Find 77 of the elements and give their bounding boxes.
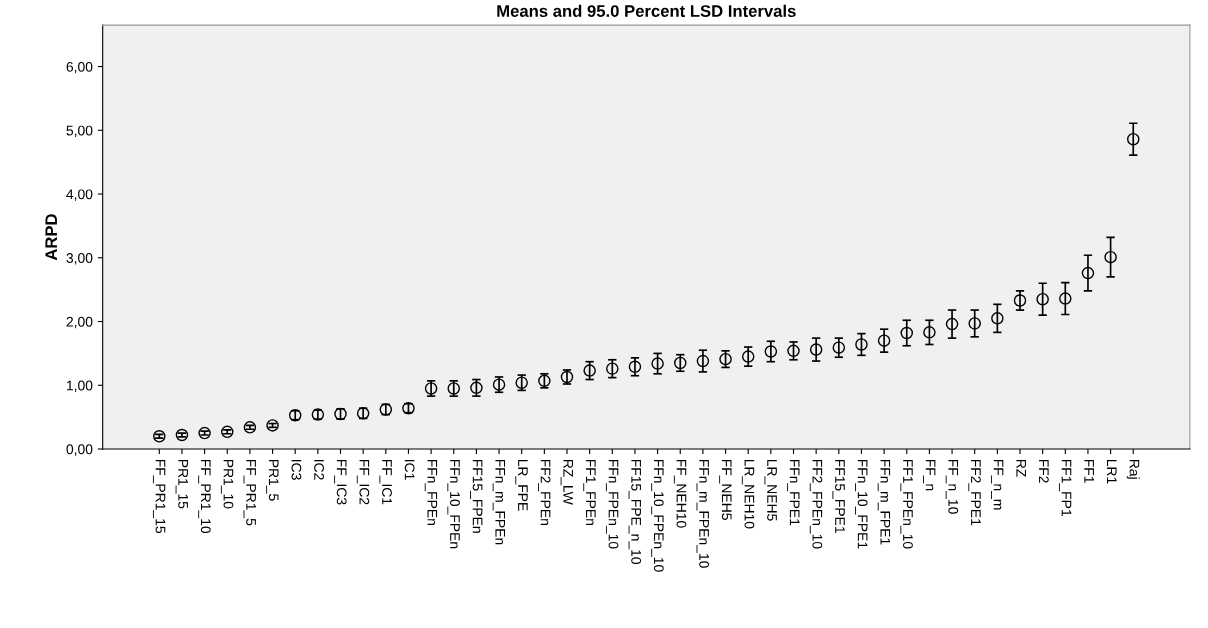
x-tick-label: FF15_FPEn <box>470 459 483 533</box>
x-tick-label: FF15_FPE_n_10 <box>628 459 642 564</box>
point <box>651 357 664 370</box>
x-tick-label: FFn_FPEn_10 <box>605 459 619 549</box>
x-tick-label: FFn_10_FPEn_10 <box>651 459 664 572</box>
x-tick-label: FFn_m_FPEn <box>492 459 506 545</box>
y-tick-label: 6,00 <box>66 61 93 74</box>
point <box>832 341 846 354</box>
x-tick-label: LR_FPE <box>515 459 528 511</box>
x-tick-label: FF2_FPEn_10 <box>809 459 823 549</box>
point <box>741 350 755 363</box>
x-tick-label: FF_PR1_15 <box>152 459 166 534</box>
point <box>1013 294 1027 307</box>
point <box>606 362 619 375</box>
x-tick-label: FF_n_m <box>991 459 1004 510</box>
chart-title: Means and 95.0 Percent LSD Intervals <box>497 4 796 17</box>
x-tick-label: IC3 <box>291 460 302 480</box>
x-tick-label: FFn_10_FPE1 <box>855 459 868 549</box>
x-tick-label: FF_IC3 <box>334 459 347 505</box>
x-tick-label: FF1_FP1 <box>1058 459 1072 516</box>
x-tick-label: RZ <box>1016 459 1026 477</box>
x-tick-label: FF1_FPEn <box>583 459 596 525</box>
point <box>198 426 211 440</box>
point <box>1036 292 1049 306</box>
y-tick-label: 3,00 <box>66 253 93 265</box>
x-tick-label: FF1 <box>1084 459 1094 483</box>
y-tick-label: 5,00 <box>66 125 93 138</box>
y-tick-label: 4,00 <box>66 189 93 201</box>
point <box>221 425 234 439</box>
x-tick-label: LR1 <box>1107 459 1117 484</box>
x-tick-label: RZ_LW <box>560 459 573 505</box>
x-tick-label: FFn_FPEn <box>424 459 438 525</box>
x-tick-label: FF2 <box>1039 459 1049 483</box>
point <box>1127 132 1140 146</box>
point <box>968 317 981 330</box>
x-tick-label: LR_NEH10 <box>741 459 755 529</box>
x-tick-label: FFn_FPE1 <box>787 459 800 526</box>
x-tick-label: FF_IC1 <box>379 459 392 505</box>
x-tick-label: PR1_15 <box>175 459 188 509</box>
x-tick-label: FF_NEH5 <box>719 459 732 520</box>
x-tick-label: FF_PR1_10 <box>198 459 211 534</box>
point <box>1059 292 1072 305</box>
y-tick-label: 2,00 <box>66 316 93 329</box>
x-tick-label: FF_n <box>923 459 936 491</box>
x-tick-label: FF15_FPE1 <box>832 459 845 533</box>
point <box>1081 266 1095 280</box>
x-tick-label: FFn_10_FPEn <box>447 459 460 549</box>
x-tick-label: PR1_5 <box>266 459 279 501</box>
point <box>923 326 936 339</box>
point <box>945 317 959 331</box>
point <box>809 343 823 356</box>
point <box>696 354 710 368</box>
point <box>900 326 914 340</box>
x-tick-label: IC1 <box>404 460 415 480</box>
point <box>855 338 868 351</box>
y-axis-title: ARPD <box>45 214 57 261</box>
x-tick-label: FFn_m_FPE1 <box>877 459 891 545</box>
x-tick-label: IC2 <box>314 460 324 480</box>
x-tick-label: FFn_m_FPEn_10 <box>696 459 710 568</box>
y-tick-label: 1,00 <box>66 380 93 393</box>
x-tick-label: FF2_FPE1 <box>968 459 981 526</box>
y-tick-label: 0,00 <box>66 444 93 456</box>
x-tick-label: FF_NEH10 <box>673 459 687 528</box>
x-tick-label: Raj <box>1126 459 1140 479</box>
point <box>1104 250 1117 264</box>
point <box>764 345 778 358</box>
point <box>877 334 891 347</box>
x-tick-label: PR1_10 <box>220 459 234 509</box>
x-tick-label: LR_NEH5 <box>764 459 777 521</box>
point <box>175 428 189 442</box>
x-tick-label: FF2_FPEn <box>538 459 551 525</box>
x-tick-label: FF1_FPEn_10 <box>900 459 913 549</box>
point <box>583 364 596 377</box>
x-tick-label: FF_IC2 <box>356 459 370 505</box>
point <box>991 312 1004 325</box>
x-tick-label: FF_PR1_5 <box>243 459 256 526</box>
x-tick-label: FF_n_10 <box>945 459 959 514</box>
